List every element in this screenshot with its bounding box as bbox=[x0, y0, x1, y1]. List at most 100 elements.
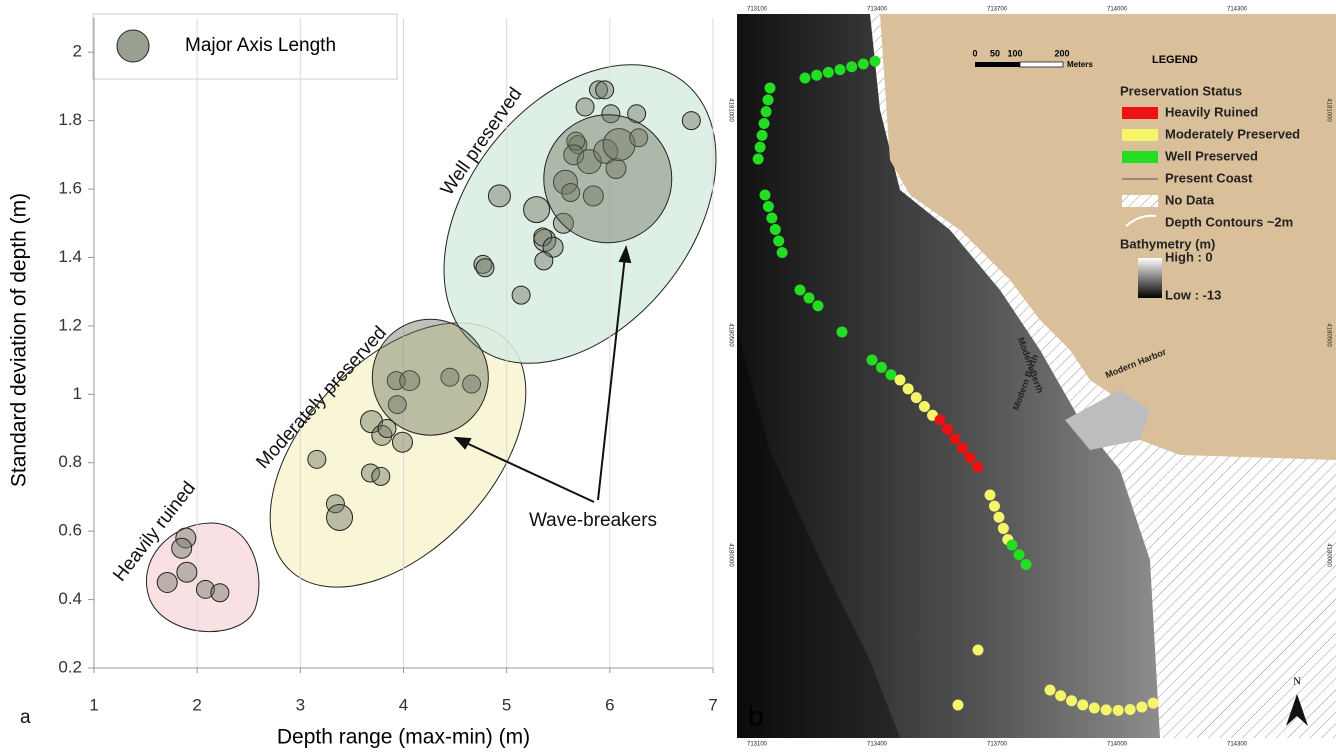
scale-label: 0 bbox=[972, 48, 977, 58]
y-tick-label: 1.6 bbox=[58, 179, 82, 198]
x-tick-label: 5 bbox=[502, 695, 511, 714]
legend-title: LEGEND bbox=[1152, 54, 1198, 66]
legend-label: Major Axis Length bbox=[185, 35, 336, 56]
arrows bbox=[453, 245, 632, 503]
group-hull bbox=[145, 522, 260, 633]
scale-label: 100 bbox=[1007, 48, 1022, 58]
scale-label: 50 bbox=[990, 48, 1000, 58]
y-tick-label: 0.8 bbox=[58, 452, 82, 471]
y-tick-label: 1.8 bbox=[58, 110, 82, 129]
bubble bbox=[487, 184, 511, 208]
map-x-tick: 713100 bbox=[747, 7, 768, 13]
bubble bbox=[627, 104, 647, 124]
x-tick-label: 6 bbox=[605, 695, 614, 714]
bubble bbox=[473, 254, 493, 274]
x-tick-label: 2 bbox=[192, 695, 201, 714]
legend-label: Present Coast bbox=[1165, 170, 1253, 185]
y-tick-label: 0.2 bbox=[58, 657, 82, 676]
bubble bbox=[534, 251, 554, 271]
map-y-tick: 4181000 bbox=[1325, 98, 1331, 122]
map-y-tick: 4180000 bbox=[727, 543, 733, 567]
bubble bbox=[601, 104, 621, 124]
x-tick-label: 7 bbox=[708, 695, 717, 714]
bubble bbox=[542, 236, 564, 258]
bubble bbox=[588, 80, 608, 100]
bubble bbox=[602, 128, 636, 162]
bubble bbox=[566, 131, 586, 151]
y-axis-label: Standard deviation of depth (m) bbox=[8, 193, 31, 487]
map bbox=[737, 14, 1336, 738]
bubble bbox=[176, 561, 198, 583]
bubble bbox=[326, 503, 354, 531]
map-x-tick: 714300 bbox=[1227, 7, 1248, 13]
bubble bbox=[399, 370, 421, 392]
map-x-tick: 713400 bbox=[867, 742, 888, 748]
map-y-tick: 4180000 bbox=[1325, 543, 1331, 567]
y-tick-label: 0.6 bbox=[58, 521, 82, 540]
bubble bbox=[175, 527, 197, 549]
bubble bbox=[552, 169, 578, 195]
bubble bbox=[387, 395, 407, 415]
bubble bbox=[629, 128, 649, 148]
bubble bbox=[563, 144, 585, 166]
y-tick-label: 2 bbox=[73, 42, 82, 61]
bubble bbox=[210, 583, 230, 603]
bubble bbox=[681, 111, 701, 131]
bubble bbox=[391, 431, 413, 453]
bubble bbox=[593, 138, 619, 164]
legend-label: Low : -13 bbox=[1165, 287, 1221, 302]
scale-label: 200 bbox=[1054, 48, 1069, 58]
map-x-tick: 714300 bbox=[1227, 742, 1248, 748]
x-tick-label: 1 bbox=[89, 695, 98, 714]
bubble bbox=[552, 212, 574, 234]
y-tick-label: 0.4 bbox=[58, 589, 82, 608]
bubble bbox=[440, 367, 460, 387]
legend-label: Moderately Preserved bbox=[1165, 126, 1300, 141]
north: N bbox=[1293, 676, 1301, 688]
legend-heading: Bathymetry (m) bbox=[1120, 236, 1215, 251]
bubble bbox=[576, 149, 602, 175]
bubble bbox=[377, 419, 397, 439]
map-x-tick: 713700 bbox=[987, 7, 1008, 13]
bubble bbox=[511, 285, 531, 305]
bubble bbox=[543, 114, 673, 244]
legend-label: High : 0 bbox=[1165, 249, 1213, 264]
map-y-tick: 4180500 bbox=[727, 323, 733, 347]
bubble bbox=[582, 185, 604, 207]
map-x-tick: 713100 bbox=[747, 742, 768, 748]
bubble bbox=[307, 449, 327, 469]
legend-marker bbox=[116, 29, 150, 63]
annotation: Wave-breakers bbox=[529, 510, 657, 531]
x-axis-label: Depth range (max-min) (m) bbox=[277, 726, 530, 749]
y-tick-label: 1.2 bbox=[58, 315, 82, 334]
map-y-tick: 4181000 bbox=[727, 98, 733, 122]
legend-heading: Preservation Status bbox=[1120, 83, 1242, 98]
bubble bbox=[171, 537, 193, 559]
bubble bbox=[595, 80, 615, 100]
bubble bbox=[605, 158, 627, 180]
bubble bbox=[575, 97, 595, 117]
x-tick-label: 3 bbox=[296, 695, 305, 714]
map-y-tick: 4180500 bbox=[1325, 323, 1331, 347]
bubble bbox=[360, 410, 384, 434]
bubble bbox=[523, 196, 551, 224]
bubble bbox=[371, 318, 489, 436]
legend-label: Depth Contours ~2m bbox=[1165, 214, 1293, 229]
legend-label: Well Preserved bbox=[1165, 148, 1258, 163]
map-x-tick: 714000 bbox=[1107, 742, 1128, 748]
x-tick-label: 4 bbox=[399, 695, 408, 714]
bubble bbox=[475, 258, 495, 278]
bubble bbox=[371, 466, 391, 486]
panel-label: b bbox=[748, 700, 764, 731]
legend-label: Heavily Ruined bbox=[1165, 104, 1258, 119]
scale-unit: Meters bbox=[1067, 60, 1093, 69]
map-x-tick: 713400 bbox=[867, 7, 888, 13]
map-x-tick: 713700 bbox=[987, 742, 1008, 748]
bubble bbox=[195, 579, 215, 599]
bubble bbox=[462, 374, 482, 394]
y-tick-label: 1.4 bbox=[58, 247, 82, 266]
bubble bbox=[533, 228, 557, 252]
bubble bbox=[156, 571, 178, 593]
annotation: a bbox=[20, 707, 31, 728]
map-x-tick: 714000 bbox=[1107, 7, 1128, 13]
